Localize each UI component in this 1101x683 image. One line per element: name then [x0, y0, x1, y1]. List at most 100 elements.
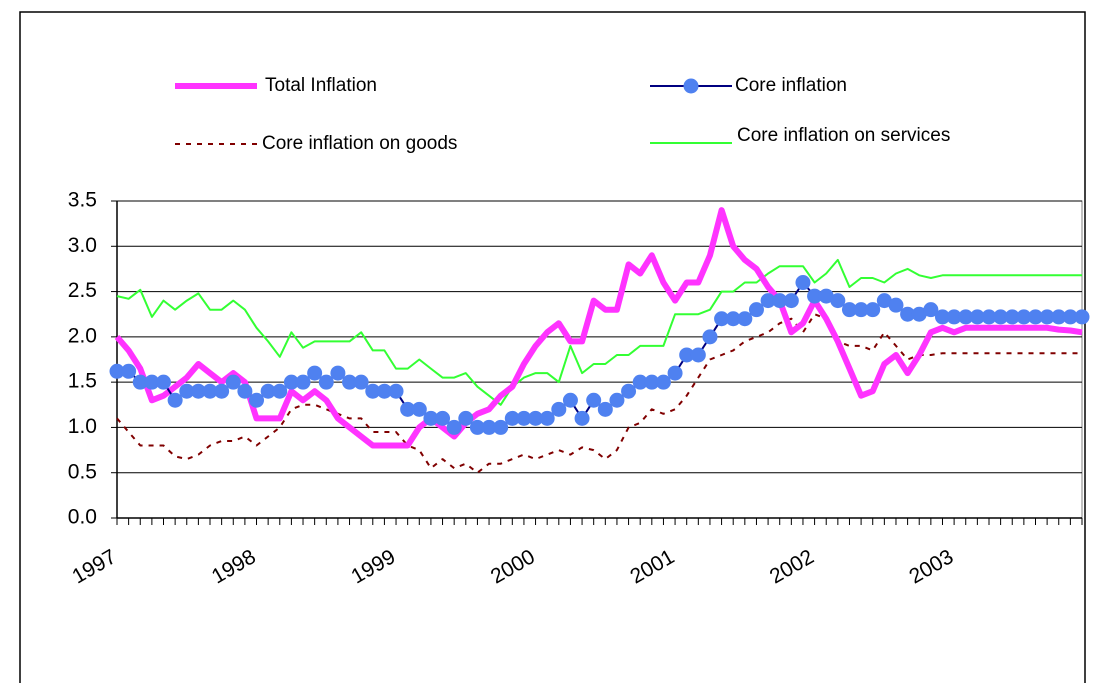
- data-point: [841, 302, 857, 318]
- x-tick-label: 2001: [626, 545, 678, 588]
- data-point: [923, 302, 939, 318]
- data-point: [109, 363, 125, 379]
- data-point: [260, 383, 276, 399]
- legend-marker: [683, 78, 699, 94]
- data-point: [458, 410, 474, 426]
- data-point: [969, 309, 985, 325]
- data-point: [388, 383, 404, 399]
- y-tick-label: 1.0: [68, 415, 97, 438]
- data-point: [1074, 309, 1090, 325]
- data-point: [190, 383, 206, 399]
- data-point: [609, 392, 625, 408]
- data-point: [586, 392, 602, 408]
- data-point: [876, 293, 892, 309]
- data-point: [679, 347, 695, 363]
- data-point: [900, 306, 916, 322]
- data-point: [1016, 309, 1032, 325]
- data-point: [353, 374, 369, 390]
- x-tick-label: 2002: [766, 545, 818, 588]
- data-point: [237, 383, 253, 399]
- data-point: [597, 401, 613, 417]
- data-point: [795, 275, 811, 291]
- data-point: [1004, 309, 1020, 325]
- data-point: [318, 374, 334, 390]
- data-point: [865, 302, 881, 318]
- data-point: [667, 365, 683, 381]
- data-point: [783, 293, 799, 309]
- data-point: [423, 410, 439, 426]
- data-point: [272, 383, 288, 399]
- data-point: [807, 288, 823, 304]
- data-point: [690, 347, 706, 363]
- data-point: [365, 383, 381, 399]
- data-point: [748, 302, 764, 318]
- data-point: [132, 374, 148, 390]
- data-point: [562, 392, 578, 408]
- plot-area: [116, 200, 1083, 519]
- data-point: [737, 311, 753, 327]
- x-tick-label: 1999: [347, 545, 399, 588]
- data-point: [632, 374, 648, 390]
- data-point: [574, 410, 590, 426]
- data-point: [342, 374, 358, 390]
- data-point: [725, 311, 741, 327]
- data-point: [295, 374, 311, 390]
- data-point: [772, 293, 788, 309]
- data-point: [981, 309, 997, 325]
- data-point: [760, 293, 776, 309]
- y-tick-label: 1.5: [68, 370, 97, 393]
- series-line: [116, 258, 1082, 406]
- x-tick-label: 2003: [905, 545, 957, 588]
- data-point: [202, 383, 218, 399]
- data-point: [830, 293, 846, 309]
- data-point: [1062, 309, 1078, 325]
- data-point: [144, 374, 160, 390]
- data-point: [411, 401, 427, 417]
- data-point: [551, 401, 567, 417]
- data-point: [888, 297, 904, 313]
- legend-label: Core inflation: [735, 75, 847, 96]
- data-point: [993, 309, 1009, 325]
- data-point: [179, 383, 195, 399]
- data-point: [946, 309, 962, 325]
- y-tick-label: 3.5: [68, 189, 97, 212]
- data-point: [156, 374, 172, 390]
- data-point: [1051, 309, 1067, 325]
- x-tick-label: 2000: [487, 545, 539, 588]
- y-tick-label: 2.5: [68, 279, 97, 302]
- data-point: [621, 383, 637, 399]
- data-point: [249, 392, 265, 408]
- data-point: [853, 302, 869, 318]
- data-point: [958, 309, 974, 325]
- data-point: [702, 329, 718, 345]
- data-point: [481, 419, 497, 435]
- data-point: [911, 306, 927, 322]
- data-point: [330, 365, 346, 381]
- data-point: [283, 374, 299, 390]
- data-point: [446, 419, 462, 435]
- data-point: [934, 309, 950, 325]
- data-point: [1027, 309, 1043, 325]
- data-point: [435, 410, 451, 426]
- x-tick-label: 1997: [68, 545, 120, 588]
- data-point: [307, 365, 323, 381]
- data-point: [167, 392, 183, 408]
- data-point: [376, 383, 392, 399]
- chart-frame: [19, 11, 1086, 683]
- y-tick-label: 3.0: [68, 234, 97, 257]
- data-point: [1039, 309, 1055, 325]
- legend-label: Core inflation on services: [737, 125, 950, 146]
- legend-label: Total Inflation: [265, 75, 377, 96]
- data-point: [225, 374, 241, 390]
- data-point: [400, 401, 416, 417]
- y-tick-label: 2.0: [68, 324, 97, 347]
- data-point: [516, 410, 532, 426]
- data-point: [714, 311, 730, 327]
- y-tick-label: 0.5: [68, 460, 97, 483]
- x-tick-label: 1998: [208, 545, 260, 588]
- data-point: [504, 410, 520, 426]
- y-tick-label: 0.0: [68, 506, 97, 529]
- series-line: [114, 207, 1083, 449]
